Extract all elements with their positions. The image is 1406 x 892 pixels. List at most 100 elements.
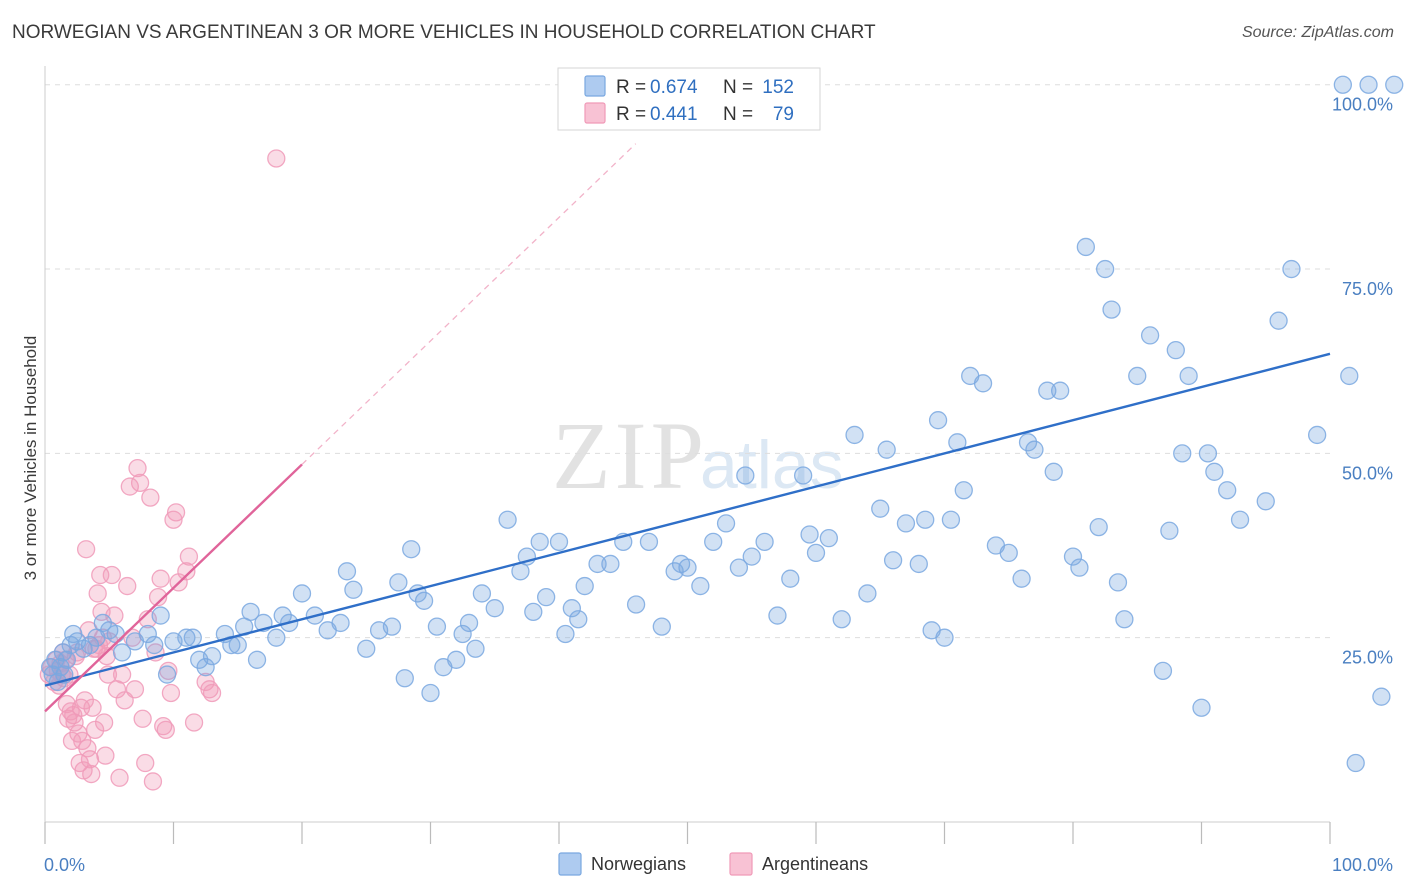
norwegian-point	[1108, 573, 1128, 592]
norwegian-point	[1063, 547, 1083, 566]
trend-line-argentineans	[44, 463, 303, 713]
norwegian-point	[1198, 444, 1218, 463]
norwegian-point	[344, 580, 363, 599]
norwegian-point	[588, 554, 607, 574]
norwegian-point	[1044, 462, 1063, 481]
norwegian-point	[1140, 326, 1160, 345]
norwegian-point	[414, 591, 434, 610]
norwegian-point	[447, 650, 466, 669]
argentinean-point	[76, 540, 96, 559]
norwegian-point	[928, 411, 948, 430]
norwegian-point	[1230, 510, 1250, 529]
legend-swatch-norwegians	[584, 75, 606, 97]
argentinean-point	[161, 683, 181, 703]
legend-n-value-1: 152	[762, 77, 794, 98]
norwegian-point	[1346, 753, 1365, 773]
norwegian-point	[1218, 481, 1237, 500]
norwegian-point	[742, 547, 761, 566]
argentinean-point	[179, 547, 199, 566]
norwegian-point	[241, 602, 260, 622]
chart-source: Source: ZipAtlas.com	[1241, 24, 1394, 41]
argentinean-point	[112, 665, 132, 684]
argentinean-point	[151, 569, 170, 588]
argentinean-point	[141, 488, 160, 507]
x-tick-label-max: 100.0%	[1332, 855, 1393, 875]
legend-box: R = 0.674 N = 152 R = 0.441 N = 79	[557, 67, 821, 131]
norwegian-point	[1256, 492, 1275, 511]
watermark-atlas: atlas	[700, 427, 844, 503]
norwegian-point	[1192, 698, 1211, 717]
norwegian-point	[877, 440, 896, 459]
argentinean-point	[202, 683, 222, 703]
norwegian-point	[729, 558, 749, 577]
norwegian-point	[472, 584, 492, 603]
norwegian-point	[916, 510, 935, 529]
norwegian-point	[1166, 341, 1185, 360]
norwegian-point	[466, 639, 485, 658]
argentinean-point	[88, 584, 107, 603]
norwegian-point	[1115, 610, 1134, 629]
argentinean-point	[80, 750, 100, 769]
norwegian-point	[1018, 433, 1038, 452]
y-axis-title: 3 or more Vehicles in Household	[21, 336, 40, 581]
argentinean-point	[78, 739, 97, 758]
norwegian-point	[794, 466, 813, 485]
norwegian-point	[1012, 569, 1031, 588]
argentinean-point	[102, 565, 121, 585]
axes	[44, 66, 1331, 844]
norwegian-point	[1372, 687, 1391, 706]
legend-n-label-1: N =	[723, 77, 753, 98]
norwegian-point	[704, 532, 723, 551]
norwegians-points	[40, 75, 1404, 773]
bottom-legend-label-argentineans: Argentineans	[762, 854, 868, 874]
y-tick-label: 50.0%	[1342, 463, 1393, 483]
norwegian-point	[736, 466, 755, 485]
norwegian-point	[819, 529, 838, 548]
argentinean-point	[143, 772, 163, 791]
norwegian-point	[1333, 75, 1352, 94]
norwegian-point	[1070, 558, 1089, 577]
norwegian-point	[1205, 462, 1224, 481]
bottom-legend-swatch-argentineans	[729, 852, 753, 876]
norwegian-point	[1269, 311, 1288, 330]
legend-r-value-1: 0.674	[650, 77, 698, 98]
argentinean-point	[130, 473, 150, 493]
norwegian-point	[935, 628, 954, 647]
legend-r-value-2: 0.441	[650, 104, 698, 125]
norwegian-point	[1359, 75, 1378, 94]
norwegian-point	[537, 587, 556, 607]
chart-title: NORWEGIAN VS ARGENTINEAN 3 OR MORE VEHIC…	[12, 22, 876, 43]
norwegian-point	[157, 665, 177, 684]
norwegian-point	[716, 514, 736, 533]
trend-lines	[44, 143, 1331, 713]
norwegian-point	[832, 610, 851, 629]
y-tick-label: 75.0%	[1342, 279, 1393, 299]
norwegian-point	[569, 610, 588, 629]
norwegian-point	[999, 543, 1018, 563]
trend-line-norwegians	[44, 352, 1331, 687]
norwegian-point	[357, 639, 376, 658]
norwegian-point	[337, 562, 357, 581]
norwegian-point	[427, 617, 447, 636]
y-tick-label: 100.0%	[1332, 95, 1393, 115]
norwegian-point	[1179, 366, 1198, 386]
norwegian-point	[382, 617, 402, 636]
norwegian-point	[1153, 661, 1173, 681]
argentinean-point	[82, 764, 101, 784]
norwegian-point	[896, 514, 916, 533]
bottom-legend-label-norwegians: Norwegians	[591, 854, 686, 874]
argentinean-point	[62, 731, 82, 751]
norwegian-point	[1102, 300, 1121, 319]
legend-n-label-2: N =	[723, 104, 753, 125]
norwegian-point	[562, 599, 581, 618]
norwegian-point	[1076, 237, 1095, 257]
norwegian-point	[858, 584, 877, 603]
norwegian-point	[228, 635, 247, 655]
norwegian-point	[806, 543, 826, 563]
norwegian-point	[954, 481, 973, 500]
argentinean-point	[79, 621, 98, 640]
norwegian-point	[1128, 366, 1147, 386]
norwegian-point	[145, 635, 164, 655]
norwegian-point	[883, 551, 903, 570]
norwegian-point	[639, 532, 659, 551]
